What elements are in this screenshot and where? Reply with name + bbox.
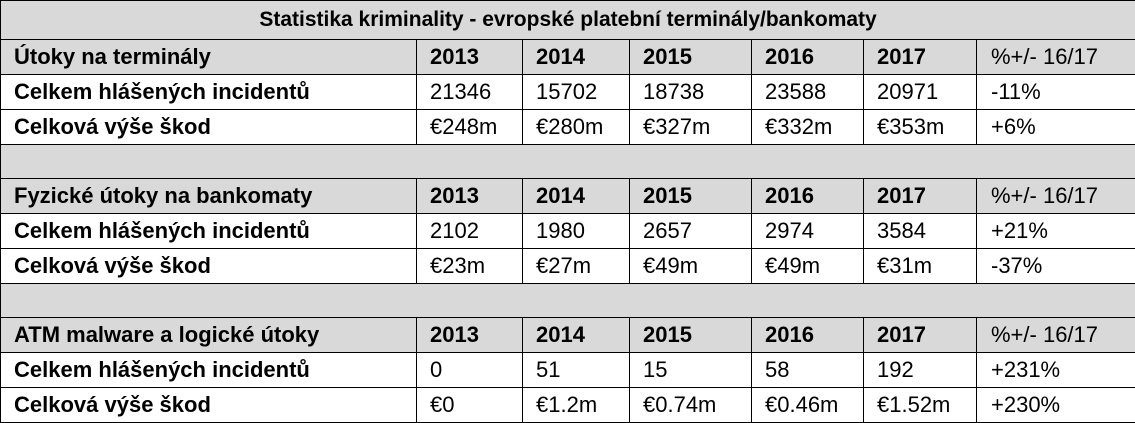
year-header: 2017 bbox=[864, 179, 977, 214]
table-cell: €23m bbox=[417, 249, 523, 284]
section-header-row: ATM malware a logické útoky 2013 2014 20… bbox=[1, 318, 1135, 353]
year-header: 2013 bbox=[417, 179, 523, 214]
table-cell: 1980 bbox=[523, 214, 630, 249]
year-header: 2016 bbox=[752, 179, 864, 214]
table-cell: 192 bbox=[864, 353, 977, 388]
table-cell: 18738 bbox=[630, 75, 752, 110]
year-header: 2013 bbox=[417, 40, 523, 75]
table-row: Celková výše škod €23m €27m €49m €49m €3… bbox=[1, 249, 1135, 284]
table-cell: €0.74m bbox=[630, 388, 752, 423]
table-cell: €248m bbox=[417, 110, 523, 145]
pct-change-cell: +231% bbox=[977, 353, 1135, 388]
spacer-row bbox=[1, 284, 1135, 318]
year-header: 2014 bbox=[523, 179, 630, 214]
table-cell: €49m bbox=[630, 249, 752, 284]
section-header-row: Fyzické útoky na bankomaty 2013 2014 201… bbox=[1, 179, 1135, 214]
section-label: Útoky na terminály bbox=[1, 40, 417, 75]
table-row: Celkem hlášených incidentů 2102 1980 265… bbox=[1, 214, 1135, 249]
table-cell: 2657 bbox=[630, 214, 752, 249]
row-label: Celkem hlášených incidentů bbox=[1, 75, 417, 110]
table-cell: €27m bbox=[523, 249, 630, 284]
year-header: 2017 bbox=[864, 40, 977, 75]
table-cell: 51 bbox=[523, 353, 630, 388]
table-cell: 3584 bbox=[864, 214, 977, 249]
year-header: 2015 bbox=[630, 179, 752, 214]
table-cell: 21346 bbox=[417, 75, 523, 110]
table-row: Celková výše škod €248m €280m €327m €332… bbox=[1, 110, 1135, 145]
table-row: Celkem hlášených incidentů 0 51 15 58 19… bbox=[1, 353, 1135, 388]
pct-change-cell: +230% bbox=[977, 388, 1135, 423]
row-label: Celková výše škod bbox=[1, 110, 417, 145]
pct-change-header: %+/- 16/17 bbox=[977, 179, 1135, 214]
row-label: Celkem hlášených incidentů bbox=[1, 353, 417, 388]
table-cell: €49m bbox=[752, 249, 864, 284]
pct-change-header: %+/- 16/17 bbox=[977, 40, 1135, 75]
table-cell: 2974 bbox=[752, 214, 864, 249]
table-row: Celková výše škod €0 €1.2m €0.74m €0.46m… bbox=[1, 388, 1135, 423]
section-header-row: Útoky na terminály 2013 2014 2015 2016 2… bbox=[1, 40, 1135, 75]
table-cell: €327m bbox=[630, 110, 752, 145]
pct-change-header: %+/- 16/17 bbox=[977, 318, 1135, 353]
table-cell: 15 bbox=[630, 353, 752, 388]
table-row: Celkem hlášených incidentů 21346 15702 1… bbox=[1, 75, 1135, 110]
spacer-cell bbox=[1, 145, 1135, 179]
year-header: 2015 bbox=[630, 40, 752, 75]
table-cell: €0.46m bbox=[752, 388, 864, 423]
spacer-cell bbox=[1, 284, 1135, 318]
section-label: ATM malware a logické útoky bbox=[1, 318, 417, 353]
table-cell: 0 bbox=[417, 353, 523, 388]
table-cell: €1.2m bbox=[523, 388, 630, 423]
year-header: 2014 bbox=[523, 40, 630, 75]
table-cell: €31m bbox=[864, 249, 977, 284]
title-row: Statistika kriminality - evropské plateb… bbox=[1, 1, 1135, 40]
table-cell: €0 bbox=[417, 388, 523, 423]
year-header: 2017 bbox=[864, 318, 977, 353]
spacer-row bbox=[1, 145, 1135, 179]
table-cell: 2102 bbox=[417, 214, 523, 249]
pct-change-cell: +21% bbox=[977, 214, 1135, 249]
pct-change-cell: -11% bbox=[977, 75, 1135, 110]
table-cell: 23588 bbox=[752, 75, 864, 110]
table-cell: 15702 bbox=[523, 75, 630, 110]
table-cell: 20971 bbox=[864, 75, 977, 110]
pct-change-cell: +6% bbox=[977, 110, 1135, 145]
row-label: Celková výše škod bbox=[1, 249, 417, 284]
year-header: 2013 bbox=[417, 318, 523, 353]
table-title: Statistika kriminality - evropské plateb… bbox=[1, 1, 1135, 40]
row-label: Celková výše škod bbox=[1, 388, 417, 423]
year-header: 2015 bbox=[630, 318, 752, 353]
row-label: Celkem hlášených incidentů bbox=[1, 214, 417, 249]
year-header: 2016 bbox=[752, 40, 864, 75]
pct-change-cell: -37% bbox=[977, 249, 1135, 284]
table-cell: €353m bbox=[864, 110, 977, 145]
table-cell: €280m bbox=[523, 110, 630, 145]
table-cell: 58 bbox=[752, 353, 864, 388]
year-header: 2014 bbox=[523, 318, 630, 353]
table-cell: €1.52m bbox=[864, 388, 977, 423]
year-header: 2016 bbox=[752, 318, 864, 353]
table-cell: €332m bbox=[752, 110, 864, 145]
section-label: Fyzické útoky na bankomaty bbox=[1, 179, 417, 214]
